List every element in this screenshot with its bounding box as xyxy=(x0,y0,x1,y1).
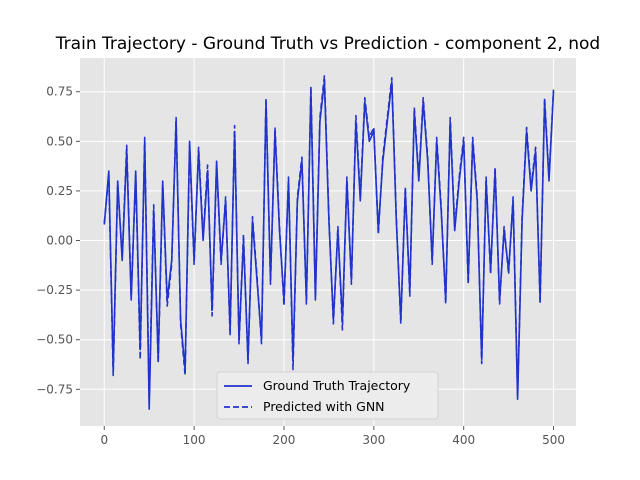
legend-label-ground-truth: Ground Truth Trajectory xyxy=(263,378,411,393)
y-tick-label: 0.75 xyxy=(46,85,73,99)
y-tick-label: 0.25 xyxy=(46,184,73,198)
chart-title: Train Trajectory - Ground Truth vs Predi… xyxy=(55,34,600,54)
y-tick-label: −0.25 xyxy=(36,283,73,297)
x-tick-label: 500 xyxy=(542,433,565,447)
x-tick-label: 400 xyxy=(452,433,475,447)
x-tick-label: 300 xyxy=(362,433,385,447)
series-lines xyxy=(103,75,555,410)
x-tick-label: 100 xyxy=(183,433,206,447)
y-tick-label: −0.50 xyxy=(36,333,73,347)
series-line-predicted xyxy=(103,75,555,401)
y-tick-label: 0.00 xyxy=(46,234,73,248)
x-tick-label: 0 xyxy=(100,433,108,447)
y-tick-label: 0.50 xyxy=(46,134,73,148)
legend-box xyxy=(216,371,439,420)
x-tick-label: 200 xyxy=(273,433,296,447)
legend: Ground Truth Trajectory Predicted with G… xyxy=(216,371,439,420)
y-tick-label: −0.75 xyxy=(36,382,73,396)
legend-label-predicted: Predicted with GNN xyxy=(263,399,385,414)
plot-background xyxy=(80,58,576,426)
axis-ticks: 0 100 200 300 400 500 −0.75 −0.50 −0.25 0.00 0.25 0… xyxy=(36,85,565,447)
